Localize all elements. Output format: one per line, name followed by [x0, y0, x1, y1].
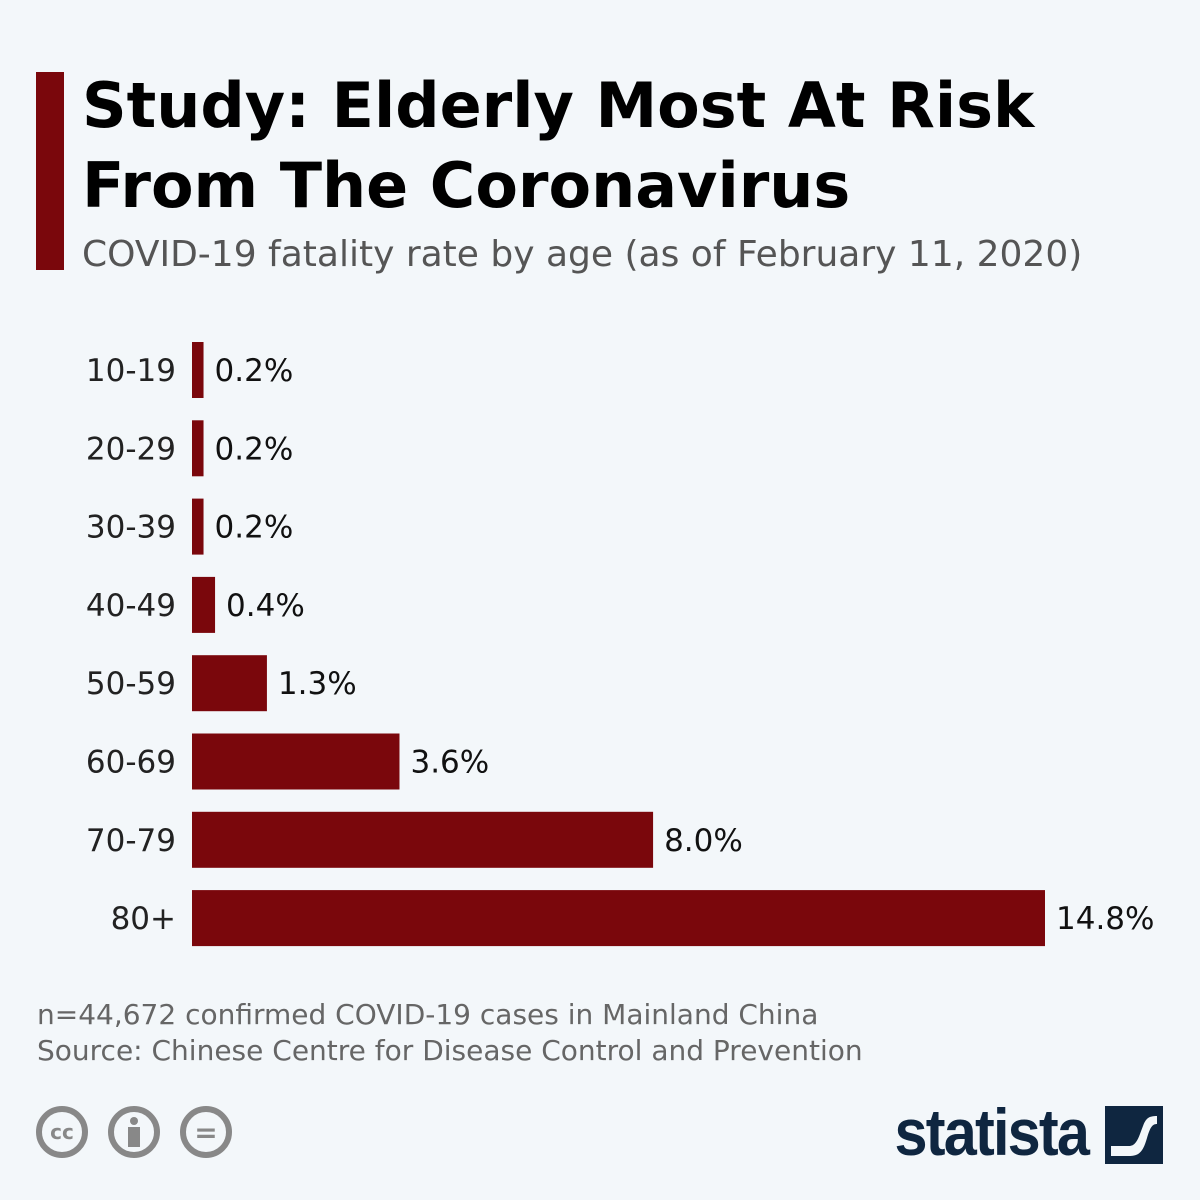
category-label: 10-19 — [86, 353, 176, 389]
data-label: 0.2% — [215, 431, 294, 467]
bar — [192, 733, 400, 790]
category-label: 30-39 — [86, 510, 176, 546]
footnote: n=44,672 confirmed COVID-19 cases in Mai… — [37, 998, 819, 1031]
bar-chart: 10-19 0.2% 20-29 0.2% 30-39 0.2% 40-49 0.4% 50-5… — [86, 342, 1154, 947]
category-label: 20-29 — [86, 431, 176, 467]
data-label: 0.2% — [215, 353, 294, 389]
data-label: 3.6% — [410, 745, 489, 781]
statista-logo[interactable]: statista — [894, 1095, 1089, 1169]
data-label: 14.8% — [1056, 901, 1154, 937]
category-label: 70-79 — [86, 823, 176, 859]
source: Source: Chinese Centre for Disease Contr… — [37, 1034, 863, 1067]
statista-logo-mark — [1105, 1106, 1163, 1164]
category-label: 80+ — [111, 901, 176, 937]
bar — [192, 420, 204, 477]
cc-icon[interactable]: cc — [36, 1106, 88, 1158]
data-label: 8.0% — [664, 823, 743, 859]
person-glyph — [128, 1117, 140, 1147]
bar — [192, 498, 204, 555]
bar — [192, 811, 654, 868]
chart-subtitle: COVID-19 fatality rate by age (as of Feb… — [82, 234, 1083, 275]
bar — [192, 342, 204, 398]
data-label: 0.2% — [215, 510, 294, 546]
bar — [192, 890, 1045, 947]
category-label: 60-69 — [86, 745, 176, 781]
category-label: 40-49 — [86, 588, 176, 624]
data-label: 1.3% — [278, 666, 357, 702]
no-derivatives-icon[interactable]: = — [180, 1106, 232, 1158]
attribution-icon[interactable] — [108, 1106, 160, 1158]
data-label: 0.4% — [226, 588, 305, 624]
bar — [192, 655, 267, 712]
title-accent-bar — [36, 72, 64, 270]
bar — [192, 576, 216, 633]
chart-title: Study: Elderly Most At Risk From The Cor… — [82, 69, 1035, 222]
nd-icon-text: = — [194, 1115, 218, 1149]
cc-icon-text: cc — [50, 1120, 74, 1144]
category-label: 50-59 — [86, 666, 176, 702]
